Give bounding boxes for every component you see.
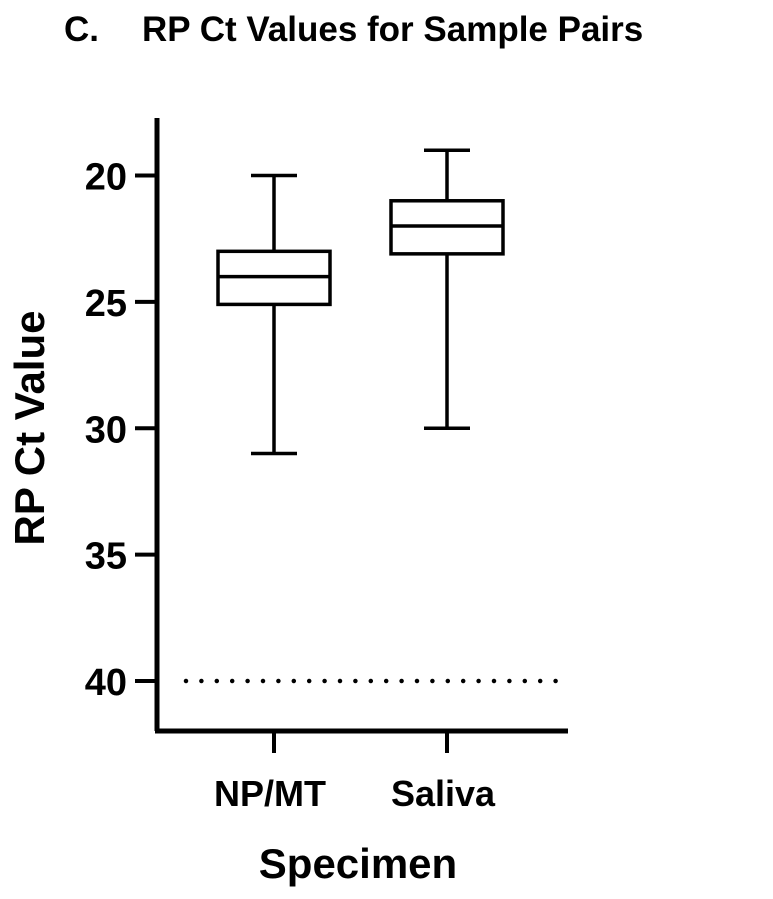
y-tick-label: 20 (85, 157, 127, 199)
panel-letter: C. (64, 10, 99, 49)
x-category-label: NP/MT (214, 773, 326, 814)
boxes-group (216, 148, 505, 456)
y-tick-label: 30 (85, 409, 127, 451)
labels-group: 20 25 30 35 40 NP/MT Saliva Specimen RP Ct Value (6, 157, 496, 888)
axes (135, 118, 568, 753)
chart-title-text: RP Ct Values for Sample Pairs (142, 10, 644, 49)
y-tick-label: 40 (85, 662, 127, 704)
y-tick-label: 25 (85, 283, 127, 325)
box-np-mt (216, 173, 332, 456)
x-axis-label: Specimen (259, 840, 457, 887)
y-tick-label: 35 (85, 536, 127, 578)
y-axis-label: RP Ct Value (6, 311, 53, 546)
x-category-label: Saliva (391, 773, 496, 814)
box-saliva (389, 148, 505, 430)
